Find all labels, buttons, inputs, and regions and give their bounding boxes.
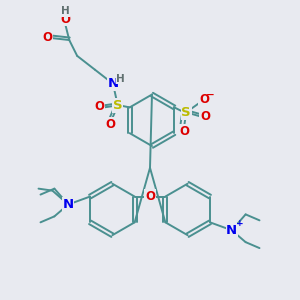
Text: S: S xyxy=(113,99,123,112)
Text: O: O xyxy=(199,93,209,106)
Text: N: N xyxy=(63,198,74,211)
Text: O: O xyxy=(94,100,104,113)
Text: H: H xyxy=(116,74,125,84)
Text: H: H xyxy=(61,6,70,16)
Text: O: O xyxy=(179,125,189,138)
Text: +: + xyxy=(236,219,244,228)
Text: −: − xyxy=(206,89,214,100)
Text: O: O xyxy=(60,13,70,26)
Text: S: S xyxy=(182,106,191,119)
Text: O: O xyxy=(145,190,155,203)
Text: N: N xyxy=(226,224,237,237)
Text: O: O xyxy=(200,110,210,123)
Text: N: N xyxy=(107,77,118,90)
Text: O: O xyxy=(42,31,52,44)
Text: O: O xyxy=(106,118,116,131)
